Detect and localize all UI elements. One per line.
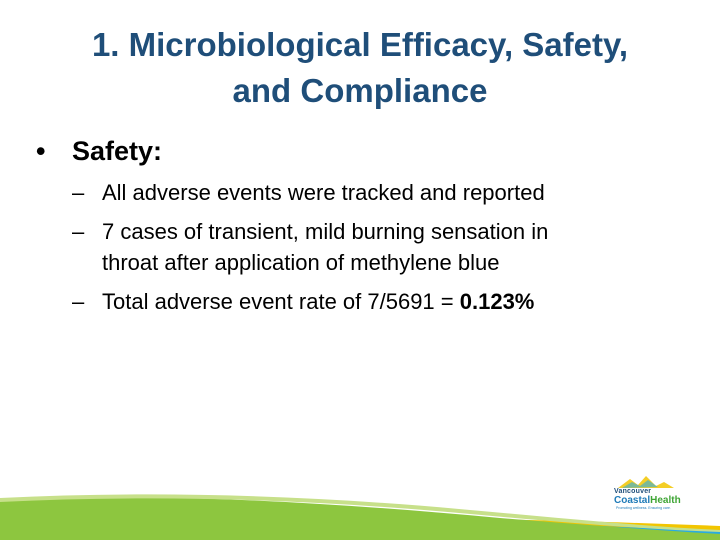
sub-bullet-text-line-1: 7 cases of transient, mild burning sensa…: [102, 219, 549, 244]
sub-bullet-2: – 7 cases of transient, mild burning sen…: [36, 216, 686, 278]
dash-icon: –: [72, 180, 85, 205]
wave-light-green: [0, 494, 720, 532]
title-line-1: 1. Microbiological Efficacy, Safety,: [91, 26, 629, 63]
logo-text-line-1: Vancouver: [614, 488, 652, 495]
dash-icon: –: [72, 219, 85, 244]
dash-icon: –: [72, 289, 85, 314]
footer-wave: [0, 494, 720, 540]
mountain-icon: [618, 476, 674, 488]
bullet-label: Safety:: [72, 136, 163, 166]
logo-text-line-2: CoastalHealth: [614, 495, 681, 506]
bullet-icon: •: [36, 136, 46, 166]
vancouver-coastal-health-logo: Vancouver CoastalHealth Promoting wellne…: [612, 474, 682, 512]
title-line-2: and Compliance: [232, 72, 488, 109]
bullet-list: • Safety: – All adverse events were trac…: [36, 131, 686, 325]
logo-text-health: Health: [650, 495, 681, 506]
wave-green: [0, 497, 720, 540]
sub-bullet-1: – All adverse events were tracked and re…: [36, 177, 686, 208]
logo-text-coastal: Coastal: [614, 495, 651, 506]
sub-bullet-text: Total adverse event rate of 7/5691 =: [102, 289, 460, 314]
sub-bullet-3: – Total adverse event rate of 7/5691 = 0…: [36, 286, 686, 317]
bullet-safety: • Safety:: [36, 131, 686, 171]
sub-bullet-text-line-2: throat after application of methylene bl…: [102, 250, 500, 275]
logo-tagline: Promoting wellness. Ensuring care.: [616, 506, 671, 510]
rate-value: 0.123%: [459, 289, 535, 314]
sub-bullet-text: All adverse events were tracked and repo…: [102, 180, 545, 205]
slide-title: 1. Microbiological Efficacy, Safety, and…: [40, 22, 680, 114]
